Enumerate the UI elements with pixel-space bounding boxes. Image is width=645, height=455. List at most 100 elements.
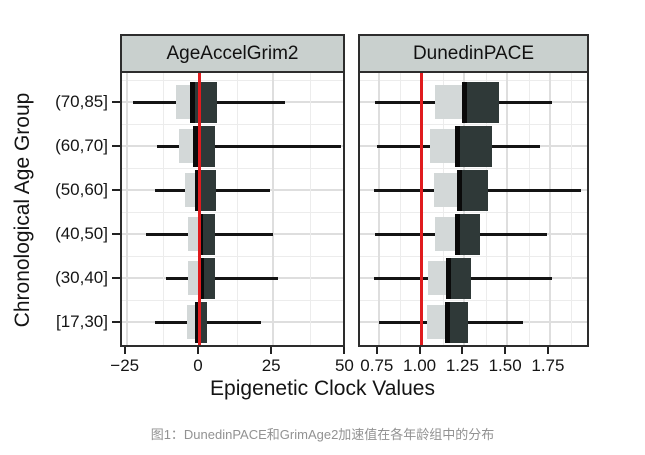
facet-strip-label: AgeAccelGrim2 xyxy=(166,42,299,64)
boxplot-box-lower-quartile xyxy=(426,305,448,339)
y-tick-label: (60,70] xyxy=(55,136,108,155)
boxplot-box-upper-quartile xyxy=(457,125,492,167)
facet-panel xyxy=(120,73,345,347)
x-tick-label: 25 xyxy=(261,356,281,375)
boxplot-median-line xyxy=(444,301,450,343)
boxplot-median-line xyxy=(190,81,196,123)
gridline-minor-horizontal xyxy=(360,80,587,81)
gridline-minor-horizontal xyxy=(122,80,343,81)
x-tick-mark xyxy=(124,347,126,354)
gridline-major-vertical xyxy=(378,73,380,345)
facet-panel xyxy=(358,73,589,347)
y-tick-mark xyxy=(112,189,120,191)
gridline-minor-horizontal xyxy=(360,168,587,169)
x-tick-label: 1.00 xyxy=(403,356,437,375)
gridline-minor-horizontal xyxy=(360,124,587,125)
boxplot-box-upper-quartile xyxy=(197,301,208,343)
x-tick-mark xyxy=(419,347,421,354)
y-tick-mark xyxy=(112,101,120,103)
boxplot-box-lower-quartile xyxy=(428,261,449,295)
gridline-minor-vertical xyxy=(163,73,164,345)
boxplot-box-upper-quartile xyxy=(448,257,472,299)
boxplot-box-lower-quartile xyxy=(176,85,193,119)
x-axis-title: Epigenetic Clock Values xyxy=(210,377,435,400)
y-tick-label: (30,40] xyxy=(55,268,108,287)
boxplot-box-lower-quartile xyxy=(430,129,458,163)
boxplot-median-line xyxy=(446,257,452,299)
boxplot-box-lower-quartile xyxy=(188,217,201,251)
x-tick-label: −25 xyxy=(110,356,140,375)
facet-strip: AgeAccelGrim2 xyxy=(120,34,345,73)
x-tick-label: 0.75 xyxy=(360,356,394,375)
boxplot-box-upper-quartile xyxy=(192,81,218,123)
boxplot-median-line xyxy=(195,301,201,343)
boxplot-box-upper-quartile xyxy=(459,169,489,211)
boxplot-median-line xyxy=(461,81,467,123)
boxplot-box-upper-quartile xyxy=(200,213,215,255)
gridline-minor-vertical xyxy=(310,73,311,345)
x-tick-label: 1.25 xyxy=(445,356,479,375)
gridline-major-vertical xyxy=(506,73,508,345)
x-tick-label: 1.50 xyxy=(488,356,522,375)
gridline-minor-horizontal xyxy=(360,300,587,301)
y-tick-mark xyxy=(112,277,120,279)
boxplot-median-line xyxy=(199,257,205,299)
boxplot-box-upper-quartile xyxy=(197,169,217,211)
y-tick-label: [17,30] xyxy=(56,312,108,331)
x-tick-label: 1.75 xyxy=(531,356,565,375)
boxplot-box-lower-quartile xyxy=(435,85,465,119)
reference-line-red xyxy=(198,73,202,345)
boxplot-median-line xyxy=(193,125,199,167)
facet-strip-label: DunedinPACE xyxy=(412,42,535,64)
reference-line-red xyxy=(420,73,424,345)
gridline-minor-vertical xyxy=(443,73,444,345)
boxplot-box-lower-quartile xyxy=(185,173,197,207)
gridline-minor-vertical xyxy=(237,73,238,345)
boxplot-box-upper-quartile xyxy=(201,257,215,299)
x-tick-mark xyxy=(376,347,378,354)
y-tick-mark xyxy=(112,321,120,323)
boxplot-whisker xyxy=(166,276,278,280)
gridline-major-vertical xyxy=(126,73,128,345)
boxplot-box-upper-quartile xyxy=(457,213,480,255)
boxplot-whisker xyxy=(157,144,341,148)
gridline-minor-horizontal xyxy=(122,212,343,213)
gridline-major-vertical xyxy=(549,73,551,345)
y-tick-mark xyxy=(112,145,120,147)
x-tick-mark xyxy=(461,347,463,354)
gridline-minor-vertical xyxy=(400,73,401,345)
x-tick-mark xyxy=(343,347,345,354)
x-tick-mark xyxy=(504,347,506,354)
gridline-minor-horizontal xyxy=(122,300,343,301)
boxplot-box-lower-quartile xyxy=(179,129,196,163)
x-tick-mark xyxy=(197,347,199,354)
gridline-minor-horizontal xyxy=(122,256,343,257)
boxplot-box-lower-quartile xyxy=(186,305,198,339)
gridline-minor-vertical xyxy=(529,73,530,345)
y-tick-label: (40,50] xyxy=(55,224,108,243)
boxplot-median-line xyxy=(194,169,200,211)
facet-strip: DunedinPACE xyxy=(358,34,589,73)
boxplot-box-upper-quartile xyxy=(447,301,468,343)
gridline-minor-horizontal xyxy=(360,256,587,257)
gridline-minor-vertical xyxy=(571,73,572,345)
y-tick-mark xyxy=(112,233,120,235)
y-tick-label: (70,85] xyxy=(55,92,108,111)
x-tick-label: 50 xyxy=(334,356,354,375)
x-tick-mark xyxy=(270,347,272,354)
y-tick-label: (50,60] xyxy=(55,180,108,199)
boxplot-box-lower-quartile xyxy=(433,173,460,207)
boxplot-whisker xyxy=(154,320,262,324)
figure-caption: 图1：DunedinPACE和GrimAge2加速值在各年龄组中的分布 xyxy=(150,427,495,442)
gridline-minor-horizontal xyxy=(360,212,587,213)
boxplot-median-line xyxy=(456,169,462,211)
gridline-minor-horizontal xyxy=(122,168,343,169)
boxplot-median-line xyxy=(455,125,461,167)
gridline-minor-horizontal xyxy=(122,124,343,125)
x-tick-mark xyxy=(547,347,549,354)
boxplot-box-lower-quartile xyxy=(435,217,458,251)
boxplot-box-upper-quartile xyxy=(464,81,499,123)
gridline-major-vertical xyxy=(272,73,274,345)
boxplot-median-line xyxy=(455,213,461,255)
